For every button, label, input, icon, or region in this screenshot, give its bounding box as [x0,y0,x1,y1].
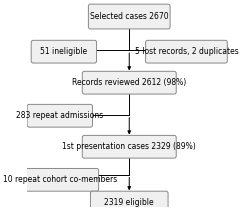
FancyBboxPatch shape [82,71,176,94]
FancyBboxPatch shape [91,191,168,208]
FancyBboxPatch shape [27,104,92,127]
Text: Selected cases 2670: Selected cases 2670 [90,12,169,21]
Text: 5 lost records, 2 duplicates: 5 lost records, 2 duplicates [135,47,238,56]
FancyBboxPatch shape [88,4,170,29]
FancyBboxPatch shape [146,40,227,63]
Text: 283 repeat admissions: 283 repeat admissions [16,111,103,120]
FancyBboxPatch shape [21,168,98,191]
Text: 10 repeat cohort co-members: 10 repeat cohort co-members [3,175,117,184]
FancyBboxPatch shape [82,135,176,158]
Text: Records reviewed 2612 (98%): Records reviewed 2612 (98%) [72,78,186,87]
Text: 1st presentation cases 2329 (89%): 1st presentation cases 2329 (89%) [62,142,196,151]
Text: 2319 eligible: 2319 eligible [105,198,154,207]
FancyBboxPatch shape [31,40,97,63]
Text: 51 ineligible: 51 ineligible [40,47,87,56]
